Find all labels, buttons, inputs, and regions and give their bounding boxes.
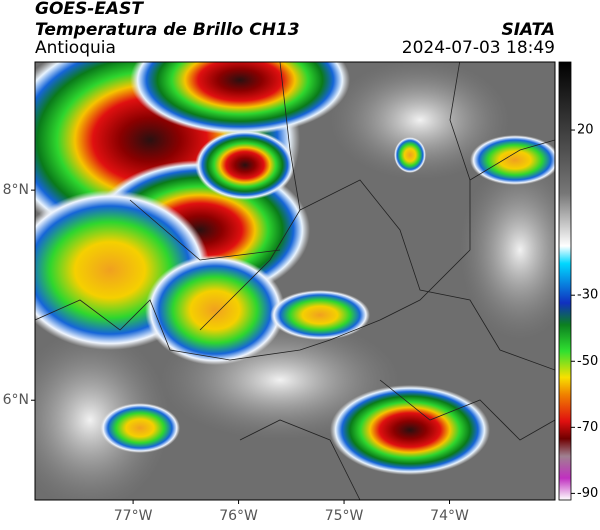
region: Antioquia — [35, 38, 116, 58]
storm-cell — [270, 290, 370, 340]
colorbar-tick-label: 20 — [577, 123, 594, 138]
x-tick-label: 75°W — [325, 508, 364, 524]
map-image — [35, 62, 555, 500]
y-tick-label: 6°N — [3, 392, 29, 408]
colorbar-tick-label: -90 — [577, 486, 598, 501]
colorbar-tick-label: -50 — [577, 354, 598, 369]
colorbar — [558, 61, 572, 501]
cloud — [330, 62, 510, 180]
storm-cell — [470, 135, 555, 185]
x-tick-label: 76°W — [219, 508, 258, 524]
x-tick-label: 77°W — [114, 508, 153, 524]
source: SIATA — [501, 20, 555, 40]
colorbar-ticks: 20 -30 -50 -70 -90 — [571, 123, 598, 501]
cloud — [35, 330, 170, 500]
storm-cell — [394, 137, 426, 173]
colorbar-tick-label: -70 — [577, 420, 598, 435]
storm-cell — [130, 62, 350, 135]
storm-cell — [145, 255, 285, 365]
y-tick-label: 8°N — [3, 182, 29, 198]
subtitle: Temperatura de Brillo CH13 — [35, 20, 300, 40]
colorbar-tick-label: -30 — [577, 288, 598, 303]
map-ticks: 77°W 76°W 75°W 74°W 8°N 6°N — [3, 182, 469, 524]
x-tick-label: 74°W — [430, 508, 469, 524]
storm-cell — [100, 403, 180, 453]
borders — [35, 62, 555, 500]
storm-cell — [195, 130, 295, 200]
cloud — [460, 160, 555, 340]
datetime: 2024-07-03 18:49 — [402, 38, 555, 58]
map-frame — [34, 61, 556, 501]
title: GOES-EAST — [35, 0, 144, 19]
storm-cell — [330, 385, 490, 475]
